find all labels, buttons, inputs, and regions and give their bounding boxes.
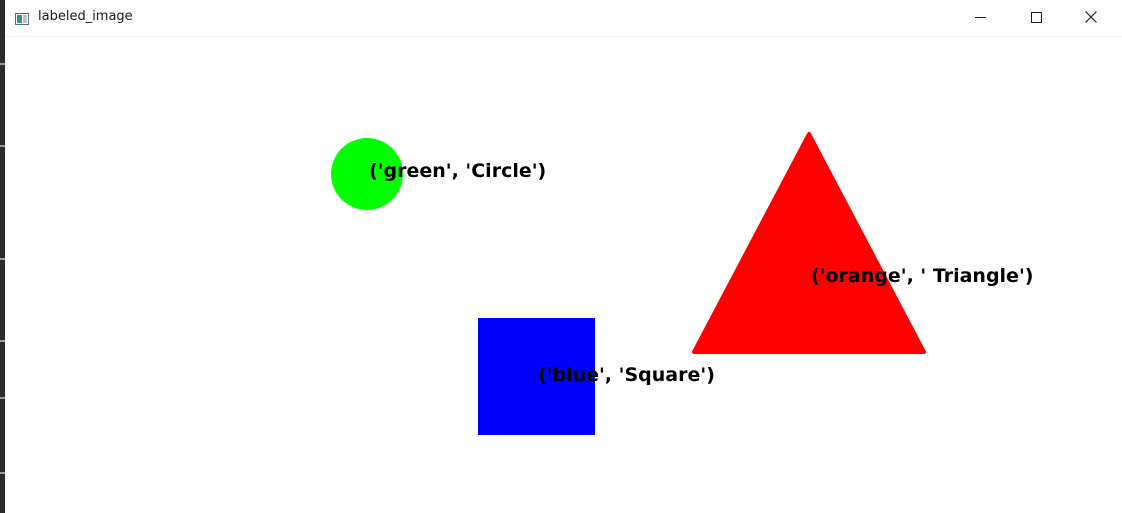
minimize-icon	[974, 12, 986, 23]
image-canvas: ('green', 'Circle') ('orange', ' Triangl…	[5, 37, 1122, 513]
square-label: ('blue', 'Square')	[538, 364, 715, 386]
maximize-button[interactable]	[1013, 0, 1059, 34]
window-title: labeled_image	[38, 9, 133, 24]
close-icon	[1085, 11, 1097, 23]
desktop-tick	[0, 472, 5, 474]
app-window: labeled_image	[5, 0, 1122, 513]
maximize-icon	[1030, 11, 1042, 23]
desktop-tick	[0, 397, 5, 399]
green-circle-shape	[331, 138, 403, 210]
minimize-button[interactable]	[957, 0, 1003, 34]
triangle-label: ('orange', ' Triangle')	[811, 265, 1033, 287]
desktop-tick	[0, 340, 5, 342]
blue-square-shape	[478, 318, 595, 435]
desktop-tick	[0, 63, 5, 65]
desktop-tick	[0, 258, 5, 260]
labeled-image: ('green', 'Circle') ('orange', ' Triangl…	[331, 132, 1033, 435]
app-window-icon	[15, 10, 29, 25]
red-triangle-shape	[692, 132, 926, 354]
circle-label: ('green', 'Circle')	[369, 160, 546, 182]
close-button[interactable]	[1068, 0, 1114, 34]
title-bar[interactable]: labeled_image	[5, 0, 1122, 37]
desktop-background-strip	[0, 0, 5, 513]
desktop-tick	[0, 145, 5, 147]
